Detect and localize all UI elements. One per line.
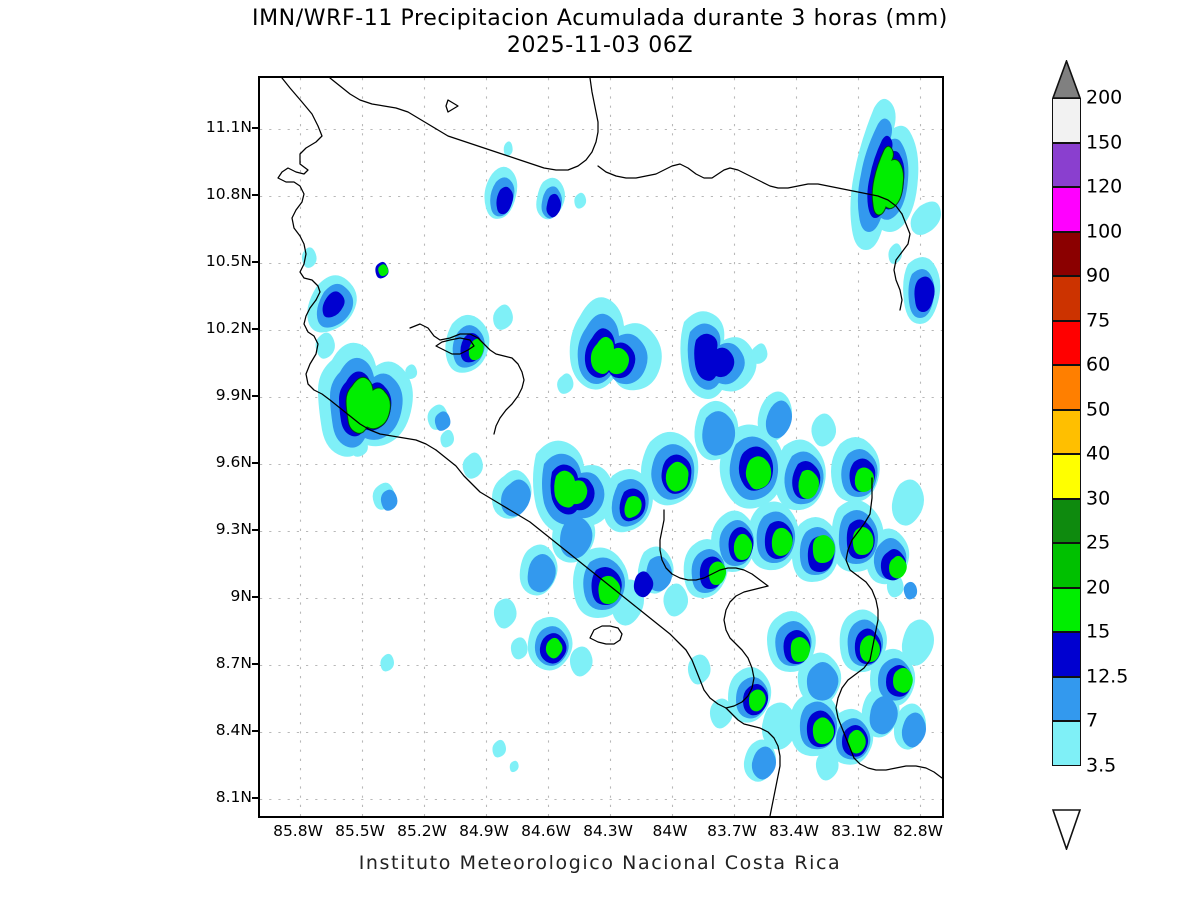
x-tick-label: 83.1W xyxy=(831,822,881,840)
colorbar-tick-label: 30 xyxy=(1086,487,1111,510)
colorbar-tick-label: 50 xyxy=(1086,398,1111,421)
x-tick-label: 84.3W xyxy=(583,822,633,840)
y-tick-label: 11.1N xyxy=(205,118,252,136)
y-tick-label: 9.6N xyxy=(215,453,252,471)
y-tick-mark xyxy=(252,328,259,330)
colorbar-band-30-40[interactable] xyxy=(1052,454,1081,499)
y-tick-mark xyxy=(252,596,259,598)
figure-title-line-1: IMN/WRF-11 Precipitacion Acumulada duran… xyxy=(252,6,948,31)
colorbar-band-150-200[interactable] xyxy=(1052,98,1081,143)
map-plot-area xyxy=(258,76,944,818)
institute-credit: Instituto Meteorologico Nacional Costa R… xyxy=(358,852,842,874)
precipitation-colorbar[interactable]: 200 150 120 100 90 75 60 50 40 30 25 20 … xyxy=(1052,60,1128,850)
x-tick-label: 85.2W xyxy=(397,822,447,840)
y-tick-mark xyxy=(252,127,259,129)
y-tick-mark xyxy=(252,261,259,263)
colorbar-tick-label: 120 xyxy=(1086,175,1123,198)
colorbar-tick-label: 7 xyxy=(1086,709,1099,732)
colorbar-band-75-90[interactable] xyxy=(1052,276,1081,321)
colorbar-tick-label: 3.5 xyxy=(1086,754,1117,777)
colorbar-band-15-20[interactable] xyxy=(1052,587,1081,632)
y-tick-label: 9.9N xyxy=(215,386,252,404)
colorbar-band-12.5-15[interactable] xyxy=(1052,632,1081,677)
precipitation-contour-field xyxy=(260,78,942,816)
colorbar-under-range-arrow xyxy=(1052,809,1081,850)
colorbar-tick-label: 200 xyxy=(1086,86,1123,109)
colorbar-band-50-60[interactable] xyxy=(1052,365,1081,410)
colorbar-band-90-100[interactable] xyxy=(1052,231,1081,276)
colorbar-band-3.5-7[interactable] xyxy=(1052,721,1081,766)
y-tick-label: 9N xyxy=(230,587,252,605)
colorbar-tick-label: 15 xyxy=(1086,620,1111,643)
colorbar-band-7-12.5[interactable] xyxy=(1052,676,1081,721)
colorbar-band-100-120[interactable] xyxy=(1052,187,1081,232)
colorbar-band-40-50[interactable] xyxy=(1052,409,1081,454)
x-tick-label: 85.5W xyxy=(335,822,385,840)
colorbar-tick-label: 90 xyxy=(1086,264,1111,287)
colorbar-tick-label: 150 xyxy=(1086,131,1123,154)
y-tick-label: 9.3N xyxy=(215,520,252,538)
y-tick-label: 10.8N xyxy=(205,185,252,203)
y-tick-mark xyxy=(252,462,259,464)
x-tick-label: 84.9W xyxy=(459,822,509,840)
y-tick-label: 8.1N xyxy=(215,788,252,806)
y-tick-label: 8.4N xyxy=(215,721,252,739)
y-tick-label: 10.2N xyxy=(205,319,252,337)
y-tick-mark xyxy=(252,797,259,799)
y-tick-mark xyxy=(252,529,259,531)
x-tick-label: 85.8W xyxy=(273,822,323,840)
x-tick-label: 83.4W xyxy=(769,822,819,840)
y-tick-label: 10.5N xyxy=(205,252,252,270)
y-tick-mark xyxy=(252,395,259,397)
colorbar-tick-label: 20 xyxy=(1086,576,1111,599)
x-tick-label: 82.8W xyxy=(893,822,943,840)
y-tick-mark xyxy=(252,730,259,732)
colorbar-band-60-75[interactable] xyxy=(1052,320,1081,365)
y-tick-label: 8.7N xyxy=(215,654,252,672)
x-tick-label: 84W xyxy=(652,822,688,840)
figure-title-line-2: 2025-11-03 06Z xyxy=(506,33,694,58)
x-tick-label: 84.6W xyxy=(521,822,571,840)
colorbar-tick-label: 60 xyxy=(1086,353,1111,376)
colorbar-tick-label: 40 xyxy=(1086,442,1111,465)
y-tick-mark xyxy=(252,663,259,665)
colorbar-tick-label: 12.5 xyxy=(1086,665,1129,688)
colorbar-tick-label: 100 xyxy=(1086,220,1123,243)
colorbar-tick-label: 25 xyxy=(1086,531,1111,554)
coastline-and-border-overlay xyxy=(260,78,942,816)
x-tick-label: 83.7W xyxy=(707,822,757,840)
colorbar-over-range-arrow xyxy=(1052,60,1081,99)
y-tick-mark xyxy=(252,194,259,196)
colorbar-band-25-30[interactable] xyxy=(1052,498,1081,543)
colorbar-band-120-150[interactable] xyxy=(1052,142,1081,187)
colorbar-band-20-25[interactable] xyxy=(1052,543,1081,588)
colorbar-tick-label: 75 xyxy=(1086,309,1111,332)
